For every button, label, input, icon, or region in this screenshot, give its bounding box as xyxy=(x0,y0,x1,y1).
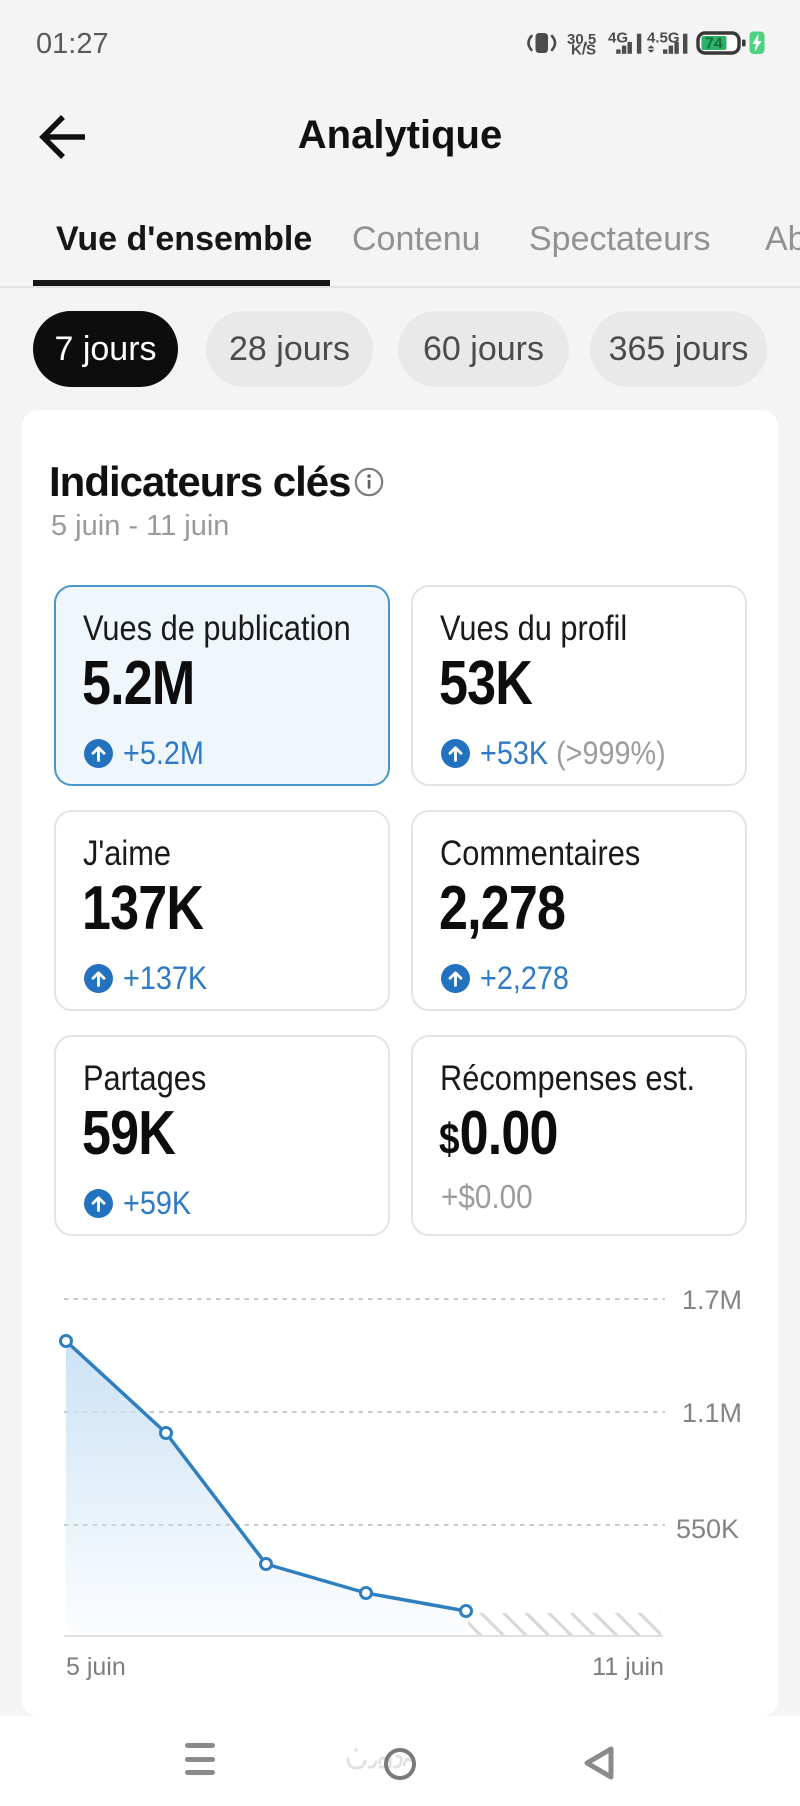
svg-text:1.7M: 1.7M xyxy=(682,1285,742,1315)
svg-text:5 juin: 5 juin xyxy=(66,1653,126,1681)
svg-text:1.1M: 1.1M xyxy=(682,1398,742,1428)
svg-text:550K: 550K xyxy=(676,1514,739,1544)
svg-text:K/S: K/S xyxy=(571,42,596,59)
svg-text:11 juin: 11 juin xyxy=(592,1653,664,1681)
svg-text:74: 74 xyxy=(705,36,723,53)
svg-text:30,5: 30,5 xyxy=(567,31,596,48)
svg-text:4.5G: 4.5G xyxy=(647,30,680,47)
svg-text:4G: 4G xyxy=(608,30,628,47)
